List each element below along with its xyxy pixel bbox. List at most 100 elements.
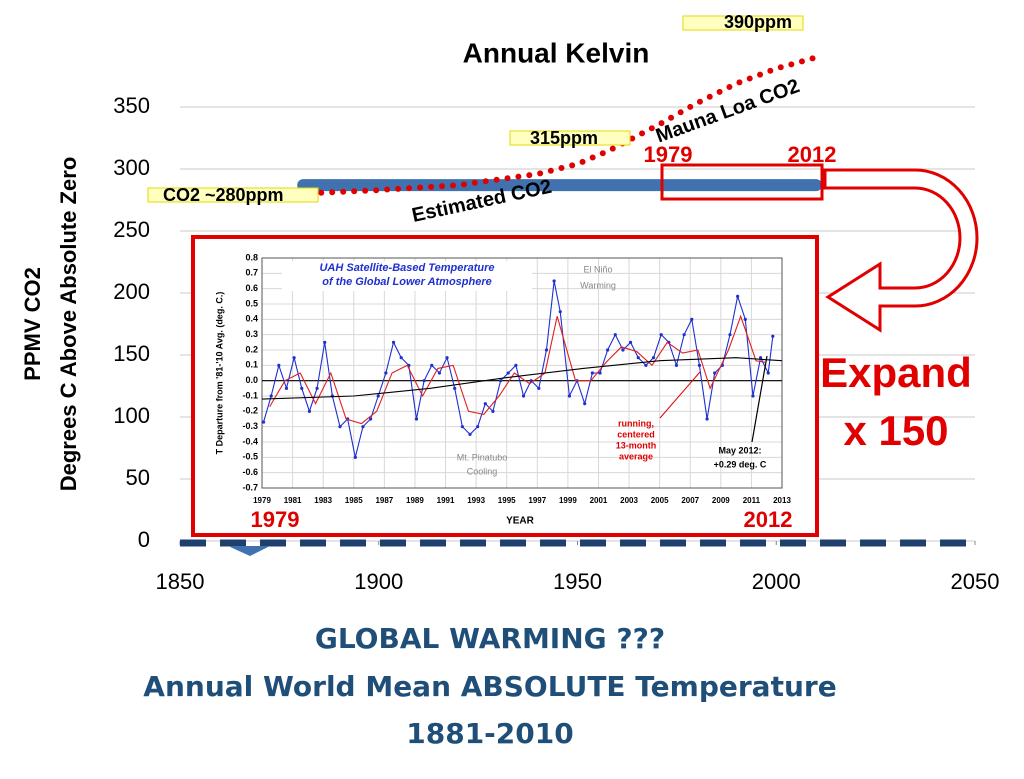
- y-tick-label: -0.2: [242, 406, 258, 416]
- y-tick-label: 350: [113, 93, 150, 118]
- data-point: [690, 317, 694, 321]
- data-point: [736, 294, 740, 298]
- data-point: [644, 363, 648, 367]
- data-point: [430, 363, 434, 367]
- caption: 1881-2010: [406, 717, 573, 750]
- annotation: 315ppm: [530, 128, 598, 148]
- data-point: [590, 371, 594, 375]
- x-tick-label: 2005: [651, 496, 669, 505]
- data-point: [498, 379, 503, 383]
- inset-x-label: YEAR: [506, 516, 535, 527]
- annotation: Expand: [820, 349, 972, 396]
- data-point: [506, 371, 510, 375]
- x-tick-label: 1991: [437, 496, 455, 505]
- series-line: [296, 54, 819, 197]
- x-tick-label: 2009: [712, 496, 730, 505]
- data-point: [621, 348, 625, 352]
- y-tick-label: 50: [126, 465, 150, 490]
- data-point: [338, 425, 342, 429]
- x-tick-label: 1983: [314, 496, 332, 505]
- data-point: [468, 432, 472, 436]
- data-point: [376, 394, 380, 398]
- inset-annotation: Warming: [580, 280, 616, 290]
- data-point: [567, 394, 572, 398]
- x-tick-label: 1989: [406, 496, 424, 505]
- data-point: [583, 402, 587, 406]
- data-point: [628, 340, 633, 344]
- data-point: [558, 310, 562, 314]
- data-point: [353, 455, 357, 459]
- data-point: [697, 363, 702, 367]
- caption: GLOBAL WARMING ???: [315, 622, 665, 655]
- x-tick-label: 1981: [284, 496, 302, 505]
- inset-annotation: running,: [618, 418, 654, 428]
- inset-annotation: 13-month: [616, 440, 657, 450]
- data-point: [323, 340, 327, 344]
- x-tick-label: 2000: [752, 569, 801, 594]
- data-point: [483, 402, 487, 406]
- data-point: [682, 333, 686, 337]
- x-tick-label: 1900: [354, 569, 403, 594]
- annotation: x 150: [843, 407, 948, 454]
- inset-annotation: May 2012:: [718, 445, 761, 455]
- data-point: [445, 356, 449, 360]
- x-tick-label: 2013: [773, 496, 791, 505]
- y-tick-label: -0.4: [242, 436, 258, 446]
- data-point: [414, 417, 419, 421]
- data-point: [361, 425, 365, 429]
- y-tick-label: 300: [113, 155, 150, 180]
- x-tick-label: 2003: [620, 496, 638, 505]
- y-tick-label: -0.3: [242, 421, 258, 431]
- annotation: 2012: [788, 142, 837, 167]
- y-tick-label: 0.0: [245, 375, 258, 385]
- data-point: [743, 317, 747, 321]
- x-tick-label: 1987: [375, 496, 393, 505]
- inset-annotation: El Niño: [583, 264, 612, 274]
- x-tick-label: 1993: [467, 496, 485, 505]
- data-point: [391, 340, 396, 344]
- data-point: [552, 279, 556, 283]
- data-point: [766, 371, 770, 375]
- data-point: [651, 356, 656, 360]
- data-point: [705, 417, 709, 421]
- data-point: [368, 417, 373, 421]
- annotation: CO2 ~280ppm: [163, 185, 284, 205]
- x-tick-label: 1995: [498, 496, 516, 505]
- series-line: [261, 357, 783, 400]
- data-point: [771, 334, 775, 338]
- data-point: [422, 379, 426, 383]
- annotation: 390ppm: [724, 12, 792, 32]
- y-tick-label: 0.1: [245, 360, 258, 370]
- y-tick-label: 0.3: [245, 329, 258, 339]
- x-tick-label: 2007: [681, 496, 699, 505]
- label-box: [147, 187, 319, 203]
- inset-title: UAH Satellite-Based Temperature: [319, 262, 494, 274]
- arrow: [751, 355, 768, 443]
- x-tick-label: 1999: [559, 496, 577, 505]
- y-tick-label: 0.5: [245, 298, 258, 308]
- y-tick-label: -0.7: [242, 482, 258, 492]
- annotation: 1979: [644, 142, 693, 167]
- series-line: [263, 280, 774, 458]
- data-point: [606, 348, 610, 352]
- data-point: [674, 363, 679, 367]
- x-tick-label: 2001: [590, 496, 608, 505]
- data-point: [713, 371, 717, 375]
- data-point: [636, 356, 640, 360]
- y-label: Degrees C Above Absolute Zero: [56, 157, 81, 492]
- chart-title: Annual Kelvin: [463, 37, 650, 68]
- expand-arrow: [823, 168, 979, 333]
- x-tick-label: 1997: [528, 496, 546, 505]
- y-tick-label: 0.6: [245, 283, 258, 293]
- y-tick-label: -0.1: [242, 390, 258, 400]
- inset-chart: -0.7 -0.6 -0.5 -0.4 -0.3 -0.2 -0.1 0.0 0.1 0.2 0.3…: [214, 142, 971, 532]
- data-point: [292, 356, 296, 360]
- data-point: [269, 394, 273, 398]
- label-box: [509, 130, 631, 146]
- y-tick-label: 250: [113, 217, 150, 242]
- y-tick-label: 150: [113, 341, 150, 366]
- data-point: [300, 386, 304, 390]
- highlight-box: [660, 163, 824, 201]
- y-tick-label: 0.8: [245, 252, 258, 262]
